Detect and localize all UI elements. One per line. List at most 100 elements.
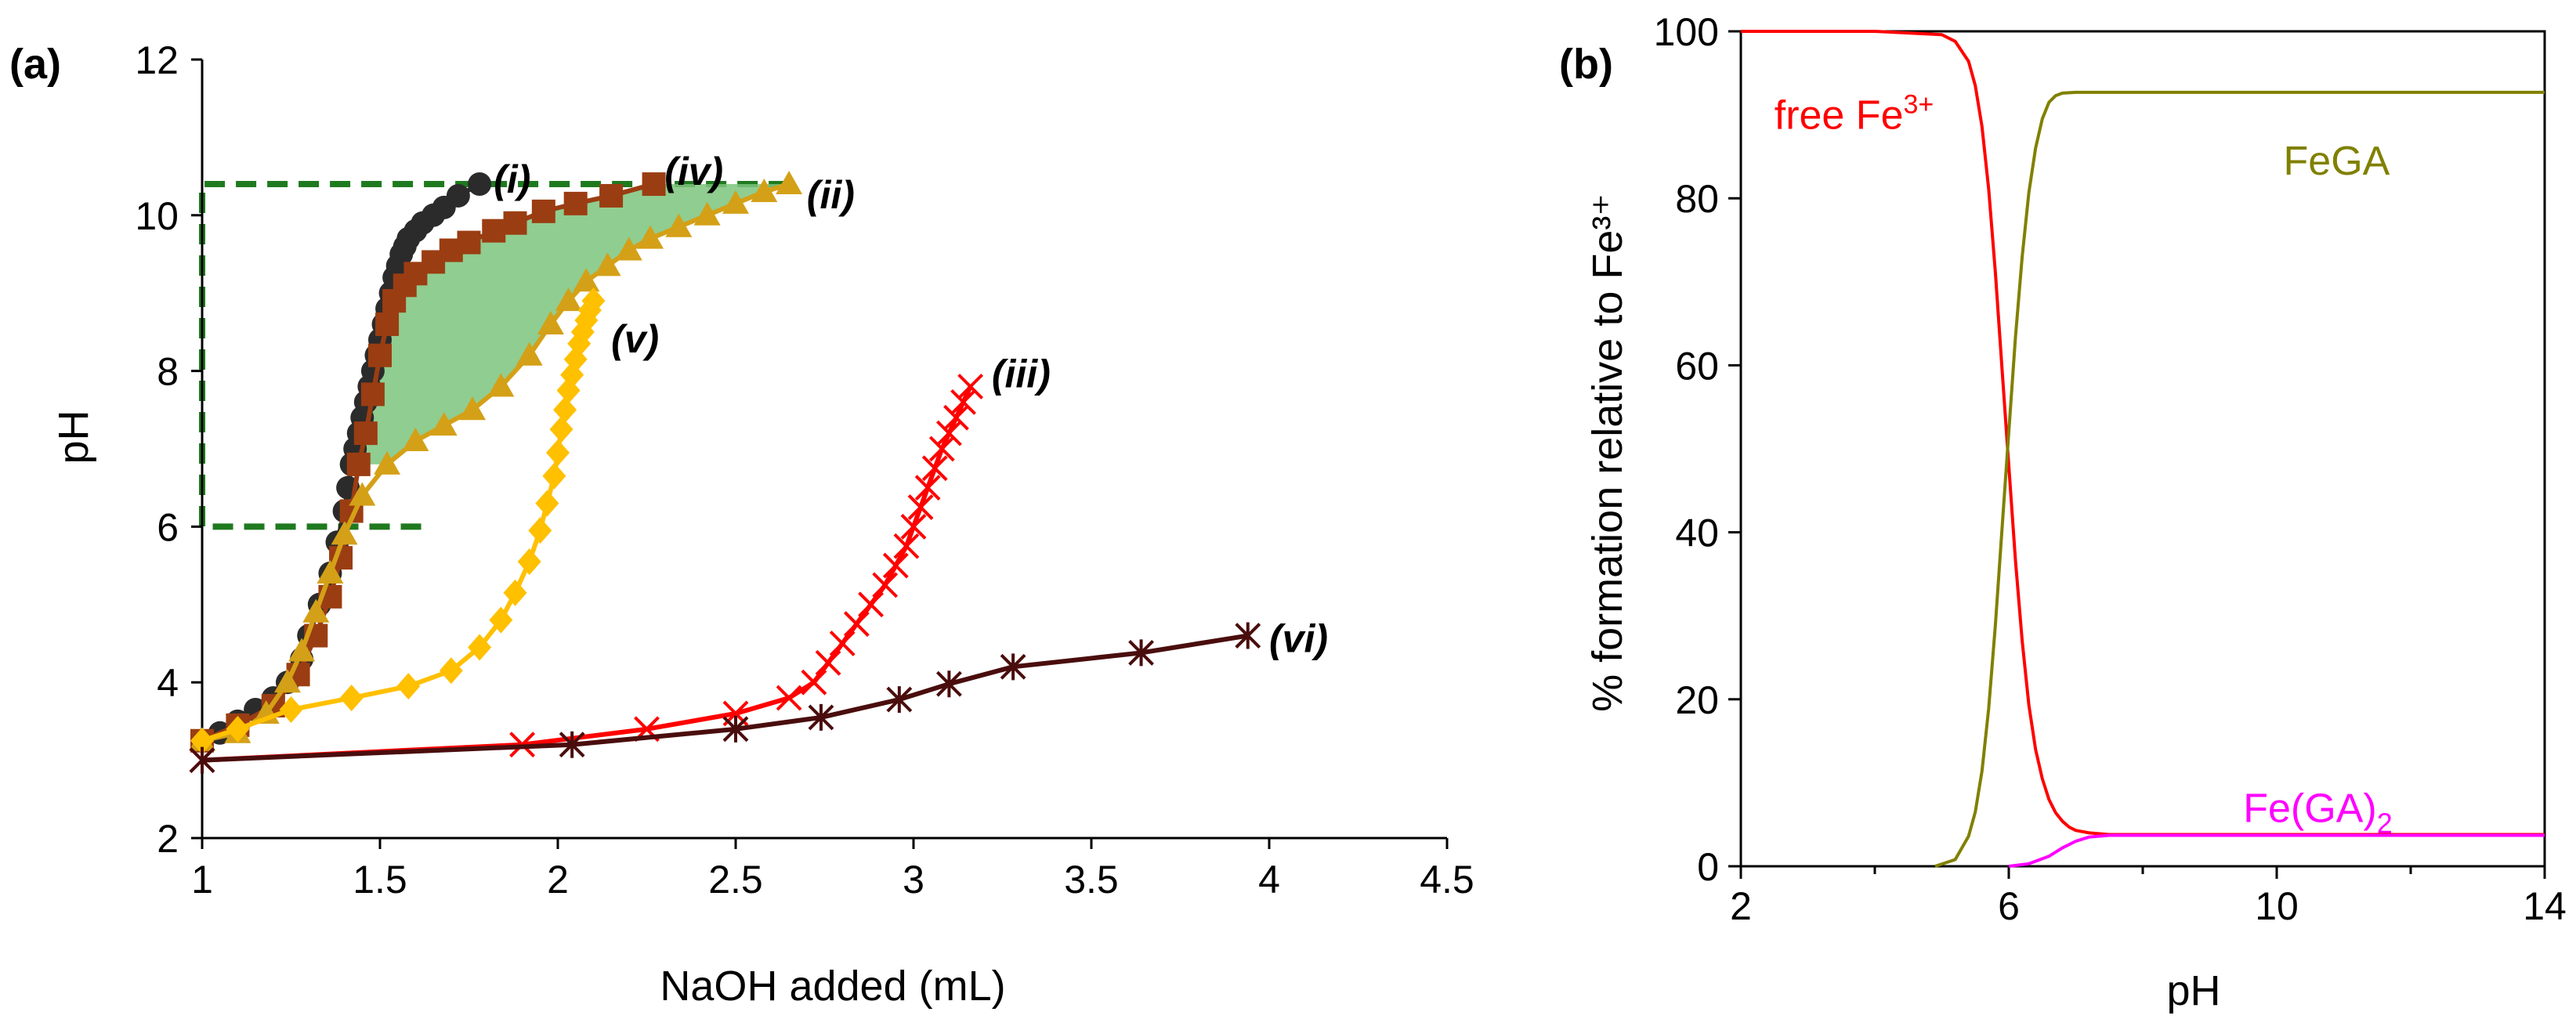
series-line-fega	[1934, 90, 2545, 868]
series-line-fe-ga-2	[2008, 833, 2545, 868]
data-point-iv	[531, 199, 555, 223]
y-tick-label-b: 40	[1675, 511, 1719, 555]
data-point-iii	[950, 388, 976, 415]
data-point-ii	[722, 190, 749, 214]
data-point-vi	[1000, 653, 1026, 681]
curve-label-vi: (vi)	[1269, 617, 1328, 661]
data-point-v	[549, 416, 573, 443]
y-tick-label: 8	[157, 350, 179, 394]
data-point-ii	[349, 482, 376, 506]
curve-label-i: (i)	[494, 157, 530, 201]
data-point-ii	[637, 225, 664, 249]
data-point-iii	[943, 404, 969, 431]
data-point-iv	[599, 183, 624, 208]
data-point-vi	[559, 731, 585, 758]
series-line-iii	[201, 385, 973, 763]
x-tick-label: 3	[903, 858, 924, 902]
y-axis-label-b: % formation relative to Fe³⁺	[1584, 193, 1631, 712]
y-tick-label: 12	[135, 38, 179, 82]
data-point-ii	[317, 560, 344, 584]
data-point-iv	[353, 421, 378, 446]
data-point-ii	[555, 287, 582, 312]
series-label-fega: FeGA	[2284, 139, 2390, 184]
data-point-vi	[935, 670, 962, 698]
panel-a-curve-labels: (i) (iv) (ii) (v) (iii) (vi)	[494, 150, 1328, 660]
data-point-iv	[503, 211, 527, 235]
y-tick-label: 4	[157, 661, 179, 705]
data-point-v	[279, 696, 303, 723]
data-point-v	[190, 727, 214, 754]
data-point-v	[553, 396, 577, 424]
y-tick-label: 10	[135, 194, 179, 238]
data-point-iii	[907, 494, 934, 520]
x-tick-label: 4	[1258, 858, 1280, 902]
x-tick-label-b: 2	[1730, 884, 1752, 928]
panel-a-axes: 1 1.5 2 2.5 3 3.5 4 4.5 2 4 6 8 10 12	[135, 38, 1474, 902]
series-label-free-fe3: free Fe3+	[1775, 90, 1934, 139]
data-point-ii	[693, 201, 721, 226]
data-point-iii	[858, 591, 884, 618]
data-point-iii	[928, 435, 955, 462]
panel-b-label: (b)	[1559, 41, 1613, 88]
x-axis-label-b: pH	[2166, 967, 2220, 1014]
series-label-fe-ga-2: Fe(GA)2	[2243, 786, 2392, 839]
data-point-v	[503, 579, 527, 606]
data-point-iii	[776, 685, 802, 711]
data-point-v	[468, 634, 492, 661]
y-tick-label-b: 80	[1675, 177, 1719, 221]
x-tick-label: 2	[547, 858, 569, 902]
data-point-iii	[900, 513, 927, 540]
data-point-ii	[594, 252, 621, 276]
data-point-vi	[1128, 639, 1154, 667]
data-point-v	[226, 715, 250, 743]
y-tick-label: 2	[157, 817, 179, 861]
data-point-iii	[801, 669, 827, 696]
data-point-ii	[273, 669, 301, 693]
data-point-ii	[573, 268, 600, 292]
data-point-v	[542, 462, 566, 490]
data-point-ii	[516, 341, 543, 366]
data-point-i	[446, 183, 470, 208]
panel-a-series-layer	[189, 171, 1261, 774]
panel-b-series-labels: free Fe3+ FeGA Fe(GA)2	[1775, 90, 2393, 840]
y-tick-label: 6	[157, 505, 179, 549]
data-point-vi	[722, 715, 749, 743]
data-point-ii	[374, 450, 401, 475]
data-point-vi	[886, 686, 913, 714]
data-point-ii	[776, 171, 803, 195]
y-tick-label-b: 0	[1697, 845, 1719, 889]
series-iv	[190, 172, 666, 753]
y-axis-label: pH	[50, 410, 97, 464]
x-axis-label: NaOH added (mL)	[660, 963, 1005, 1010]
x-tick-label-b: 10	[2255, 884, 2299, 928]
data-point-ii	[331, 521, 358, 545]
curve-label-ii: (ii)	[807, 173, 855, 217]
data-point-ii	[402, 428, 429, 452]
x-tick-label-b: 14	[2523, 884, 2567, 928]
x-tick-label: 1	[191, 858, 213, 902]
data-point-iii	[957, 374, 984, 399]
data-point-iii	[914, 475, 941, 501]
data-point-v	[339, 685, 364, 712]
series-ii	[189, 171, 803, 751]
x-tick-label: 2.5	[708, 858, 763, 902]
data-point-iii	[921, 455, 948, 482]
panel-a-chart: (a) 1 1.5 2 2.5 3 3.5 4 4.5 2 4 6 8 10 12 (i) (iv) (ii)…	[9, 38, 1474, 1010]
panel-b-series-layer	[1741, 30, 2545, 868]
x-tick-label: 4.5	[1420, 858, 1474, 902]
data-point-v	[439, 657, 463, 685]
series-line-free-fe3	[1741, 30, 2545, 837]
x-tick-label: 1.5	[353, 858, 407, 902]
data-point-ii	[288, 638, 316, 662]
data-point-iv	[360, 382, 385, 407]
data-point-iii	[843, 611, 870, 638]
data-point-ii	[459, 396, 487, 421]
data-point-vi	[808, 703, 834, 731]
data-point-iii	[872, 572, 899, 598]
data-point-iii	[815, 649, 841, 676]
series-v	[190, 287, 606, 754]
data-point-iv	[642, 172, 666, 197]
data-point-i	[468, 172, 492, 197]
series-iii	[189, 374, 984, 774]
panel-b-chart: (b) 2 6 10 14 0 20 40 60 80 100 free Fe3+ FeGA Fe(G…	[1559, 10, 2567, 1014]
